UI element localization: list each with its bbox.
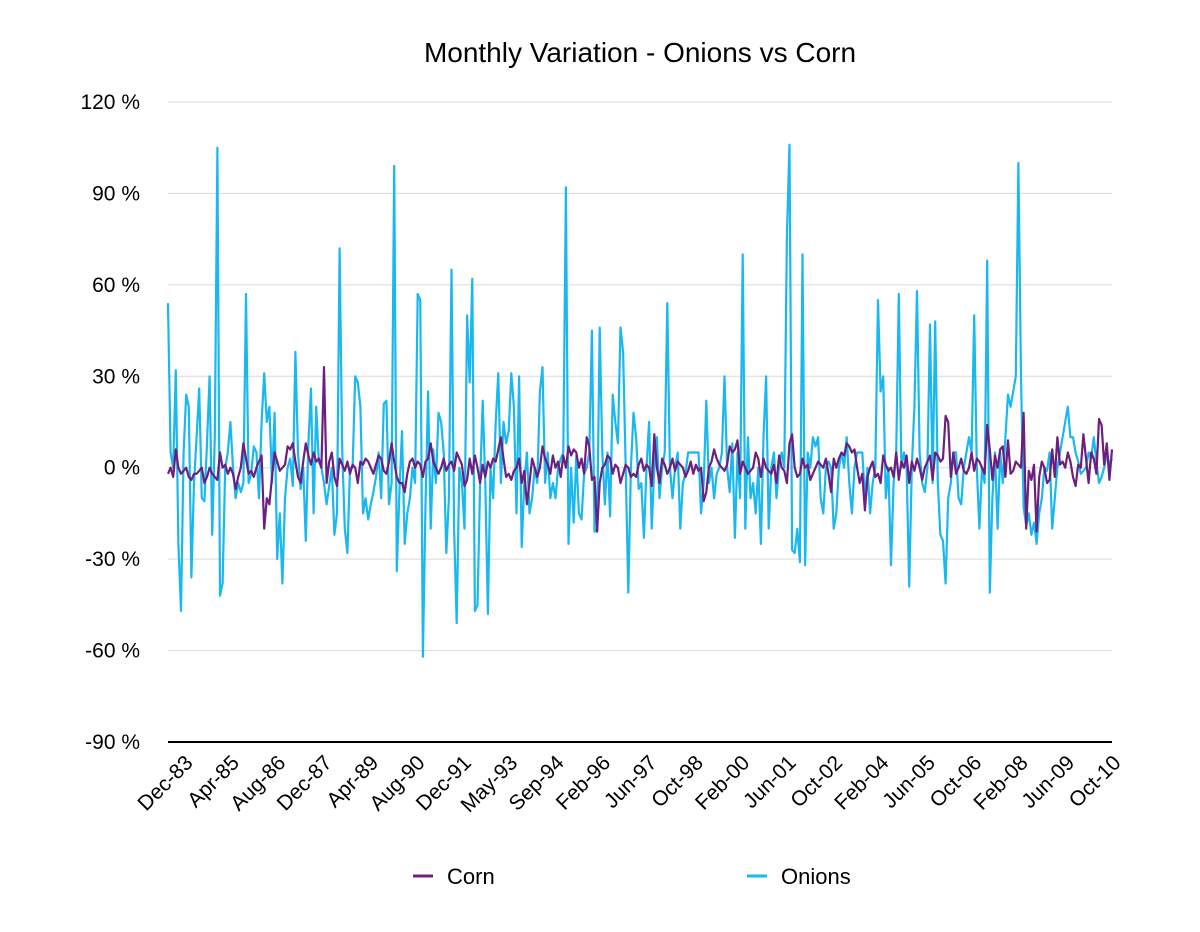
series-lines [166,143,1114,658]
y-tick-label: 60 % [92,274,140,297]
y-tick-label: -60 % [85,640,140,663]
x-tick-label: Jun-01 [739,751,801,813]
x-axis-ticks: Dec-83Apr-85Aug-86Dec-87Apr-89Aug-90Dec-… [133,751,1125,817]
series-line-onions [166,143,1114,658]
y-tick-label: 120 % [80,91,140,114]
x-tick-label: Dec-83 [133,751,197,815]
y-tick-label: -90 % [85,731,140,754]
y-tick-label: 0 % [104,457,140,480]
y-tick-label: 30 % [92,365,140,388]
y-tick-label: -30 % [85,548,140,571]
series-line-corn [166,366,1114,533]
legend-item-corn: Corn [413,864,495,889]
legend: Corn Onions [413,864,851,889]
x-tick-label: Jun-05 [878,751,940,813]
legend-label-corn: Corn [447,864,495,889]
legend-label-onions: Onions [781,864,851,889]
legend-item-onions: Onions [747,864,851,889]
chart-title: Monthly Variation - Onions vs Corn [424,37,856,68]
grid-lines [168,101,1112,652]
x-tick-label: Jun-09 [1017,751,1079,813]
y-tick-label: 90 % [92,182,140,205]
x-tick-label: Jun-97 [600,751,662,813]
x-tick-label: Oct-10 [1065,751,1126,812]
y-axis-ticks: 120 % 90 % 60 % 30 % 0 % -30 % -60 % -90 % [80,91,140,754]
